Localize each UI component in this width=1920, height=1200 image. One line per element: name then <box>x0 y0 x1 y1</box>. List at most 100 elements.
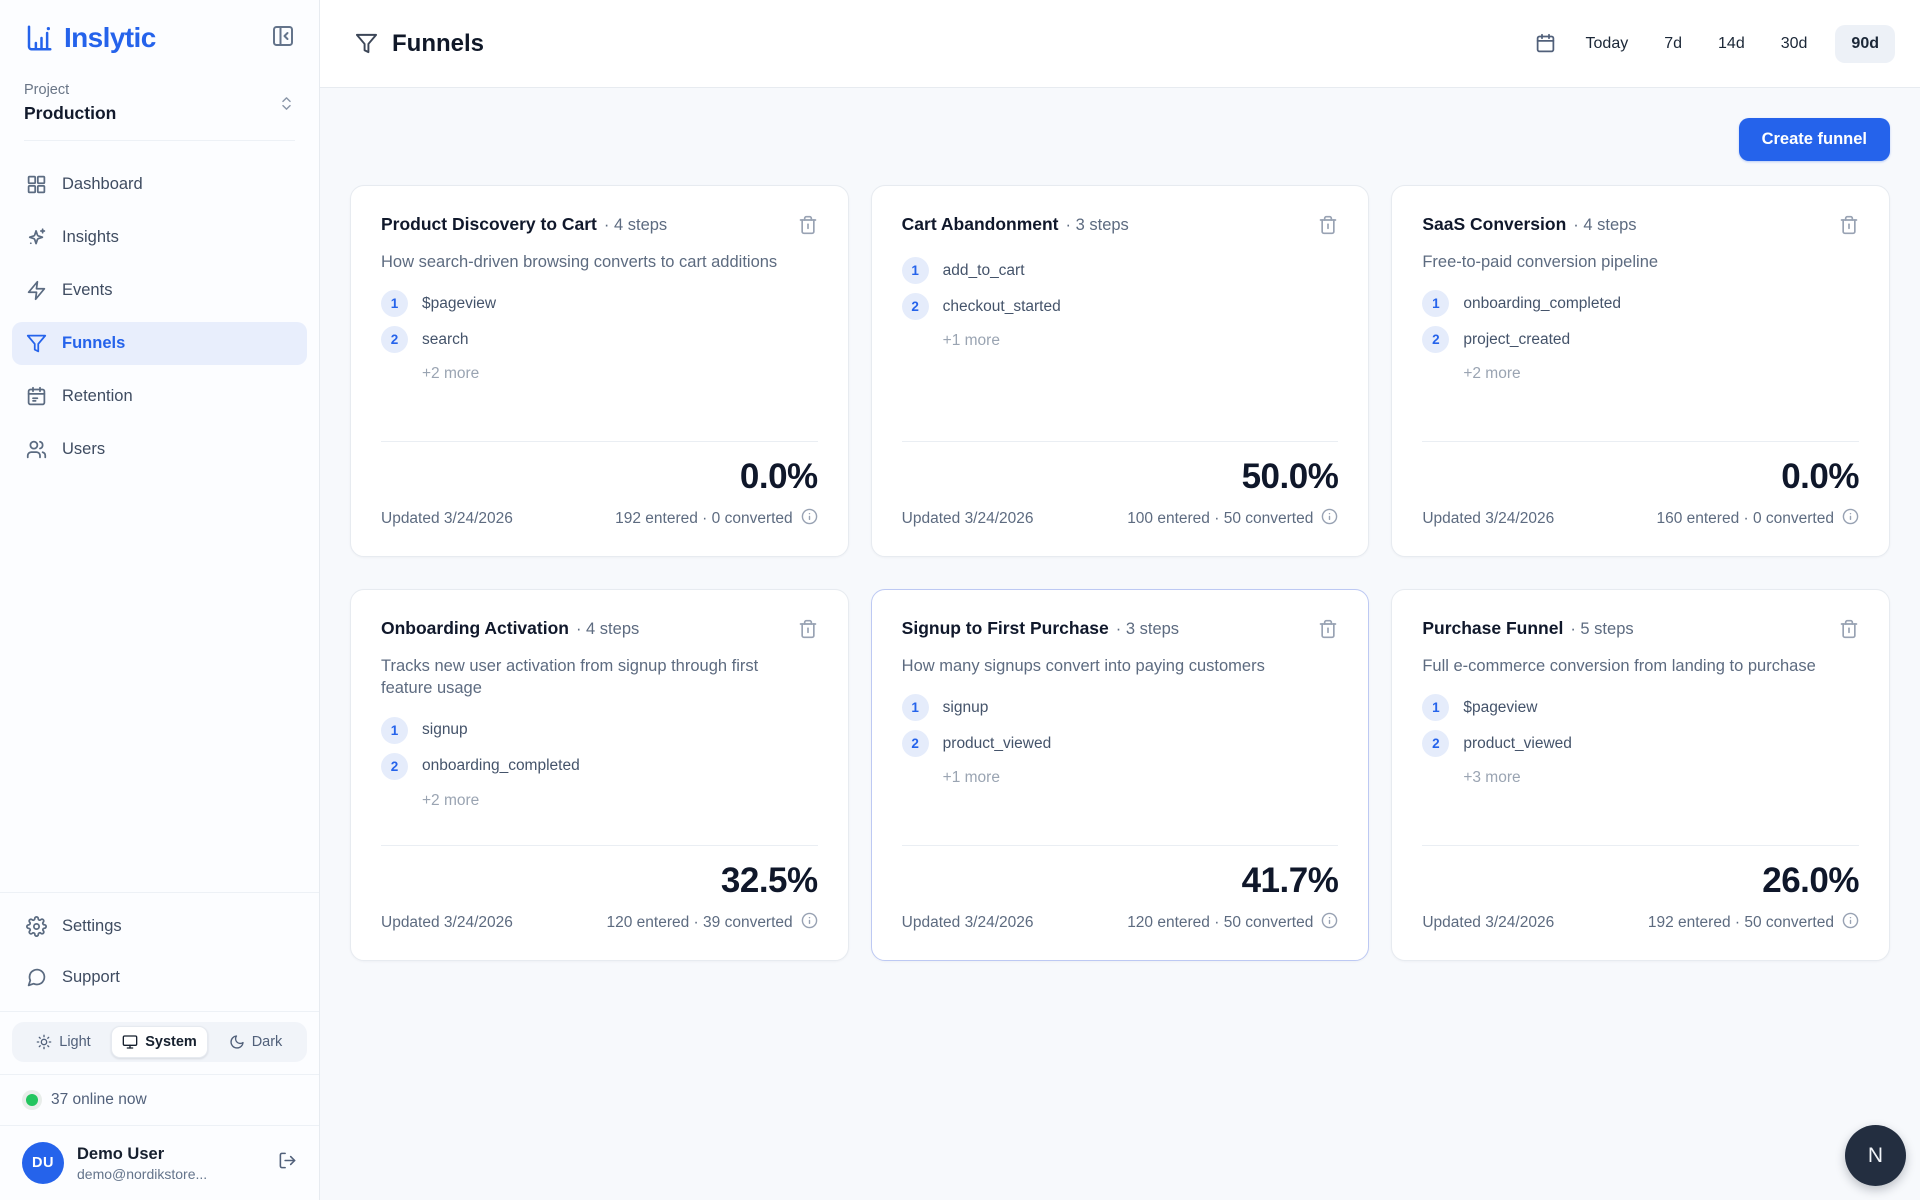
info-icon[interactable] <box>1321 508 1338 530</box>
page-title: Funnels <box>392 29 485 57</box>
logout-icon <box>278 1151 297 1170</box>
funnel-description: How search-driven browsing converts to c… <box>381 253 778 271</box>
funnel-card-header: SaaS Conversion · 4 steps <box>1422 214 1636 235</box>
delete-funnel-button[interactable] <box>798 619 818 644</box>
funnel-card[interactable]: Purchase Funnel · 5 steps Full e-commerce… <box>1391 589 1890 961</box>
sidebar-item-label: Settings <box>62 917 122 935</box>
sidebar-item-insights[interactable]: Insights <box>12 216 307 259</box>
step-event-name: onboarding_completed <box>1463 294 1622 312</box>
calendar-icon[interactable] <box>1535 33 1556 54</box>
range-option-30d[interactable]: 30d <box>1780 34 1808 52</box>
trash-icon <box>1839 215 1859 235</box>
step-number-badge: 2 <box>1422 730 1450 758</box>
delete-funnel-button[interactable] <box>1839 215 1859 240</box>
theme-option-dark[interactable]: Dark <box>208 1026 303 1058</box>
info-icon[interactable] <box>801 508 818 530</box>
step-number-badge: 1 <box>381 290 408 318</box>
project-selector[interactable]: Project Production <box>24 82 295 141</box>
info-icon <box>801 508 818 525</box>
moon-icon <box>229 1034 245 1050</box>
sidebar-item-retention[interactable]: Retention <box>12 375 307 418</box>
funnel-card[interactable]: Cart Abandonment · 3 steps 1 add_to_cart … <box>870 185 1370 557</box>
funnel-card[interactable]: SaaS Conversion · 4 steps Free-to-paid co… <box>1391 185 1890 557</box>
main: Funnels Today 7d 14d 30d 90d Create funnel P… <box>320 0 1920 1200</box>
funnel-name: Product Discovery to Cart <box>381 214 597 234</box>
funnel-card[interactable]: Product Discovery to Cart · 4 steps How s… <box>350 185 849 557</box>
floating-action-button[interactable]: N <box>1845 1125 1906 1186</box>
logout-button[interactable] <box>278 1151 297 1175</box>
funnel-card[interactable]: Signup to First Purchase · 3 steps How ma… <box>870 589 1370 961</box>
gear-icon <box>26 916 47 937</box>
sidebar-item-funnels[interactable]: Funnels <box>12 322 307 365</box>
range-option-7d[interactable]: 7d <box>1664 34 1683 52</box>
funnel-step: 1 signup <box>901 694 1339 722</box>
info-icon[interactable] <box>1321 912 1338 934</box>
sidebar-collapse-button[interactable] <box>271 24 295 53</box>
sidebar-item-label: Events <box>62 281 113 299</box>
range-options: Today 7d 14d 30d 90d <box>1585 24 1895 63</box>
steps-more-label: +2 more <box>422 791 480 809</box>
funnel-step: 2 onboarding_completed <box>381 752 818 780</box>
updated-date: Updated 3/24/2026 <box>381 914 513 931</box>
sidebar-footer-nav: Settings Support <box>0 892 319 1011</box>
info-icon[interactable] <box>801 912 818 934</box>
trash-icon <box>1318 215 1338 235</box>
delete-funnel-button[interactable] <box>798 215 818 240</box>
updated-date: Updated 3/24/2026 <box>901 510 1034 527</box>
conversion-rate: 32.5% <box>720 861 818 900</box>
card-divider <box>1422 845 1859 846</box>
project-value: Production <box>24 103 117 123</box>
trash-icon <box>1318 619 1338 639</box>
delete-funnel-button[interactable] <box>1318 619 1338 644</box>
delete-funnel-button[interactable] <box>1839 619 1859 644</box>
trash-icon <box>1839 619 1859 639</box>
step-event-name: search <box>422 330 469 348</box>
info-icon[interactable] <box>1842 912 1859 934</box>
sidebar-item-label: Funnels <box>62 334 126 352</box>
funnel-steps-count: · 4 steps <box>1573 216 1637 234</box>
sidebar-item-settings[interactable]: Settings <box>12 905 307 948</box>
range-option-today[interactable]: Today <box>1585 34 1629 52</box>
sidebar-item-support[interactable]: Support <box>12 956 307 999</box>
range-option-90d[interactable]: 90d <box>1835 24 1895 63</box>
sidebar-header: Inslytic Project Production <box>0 0 319 141</box>
sidebar-item-users[interactable]: Users <box>12 428 307 471</box>
avatar: DU <box>22 1142 64 1184</box>
funnel-stats: 100 entered · 50 converted <box>1127 510 1314 527</box>
step-event-name: product_viewed <box>942 734 1052 752</box>
user-row[interactable]: DU Demo User demo@nordikstore... <box>0 1125 319 1200</box>
funnel-step: 1 signup <box>381 716 818 744</box>
theme-option-system[interactable]: System <box>111 1026 208 1058</box>
sidebar-item-events[interactable]: Events <box>12 269 307 312</box>
funnel-description: Tracks new user activation from signup t… <box>381 657 759 698</box>
range-option-14d[interactable]: 14d <box>1718 34 1745 52</box>
step-number-badge: 2 <box>381 752 408 780</box>
conversion-rate: 50.0% <box>1241 457 1339 496</box>
online-status-label: 37 online now <box>51 1091 147 1108</box>
chat-icon <box>26 967 47 988</box>
info-icon[interactable] <box>1842 508 1859 530</box>
funnel-card-header: Cart Abandonment · 3 steps <box>902 214 1129 235</box>
create-funnel-button[interactable]: Create funnel <box>1738 118 1890 161</box>
dashboard-icon <box>26 174 47 195</box>
info-icon <box>1321 508 1338 525</box>
funnel-steps-count: · 3 steps <box>1115 620 1180 638</box>
funnel-card-header: Product Discovery to Cart · 4 steps <box>381 214 667 235</box>
delete-funnel-button[interactable] <box>1318 215 1338 240</box>
funnel-step: 1 $pageview <box>381 290 818 318</box>
funnel-description: How many signups convert into paying cus… <box>901 657 1265 675</box>
theme-option-light[interactable]: Light <box>16 1026 111 1058</box>
funnel-stats: 120 entered · 50 converted <box>1127 914 1314 931</box>
step-event-name: project_created <box>1463 330 1571 348</box>
step-event-name: signup <box>942 698 989 716</box>
step-number-badge: 2 <box>901 293 929 320</box>
funnel-steps-count: · 4 steps <box>575 620 640 638</box>
funnel-description: Free-to-paid conversion pipeline <box>1422 253 1659 271</box>
funnel-name: Signup to First Purchase <box>901 618 1109 638</box>
funnel-card[interactable]: Onboarding Activation · 4 steps Tracks ne… <box>350 589 849 961</box>
sidebar-item-dashboard[interactable]: Dashboard <box>12 163 307 206</box>
monitor-icon <box>122 1034 138 1050</box>
date-range-controls: Today 7d 14d 30d 90d <box>1535 24 1895 63</box>
updated-date: Updated 3/24/2026 <box>901 914 1034 931</box>
user-name: Demo User <box>77 1144 165 1163</box>
